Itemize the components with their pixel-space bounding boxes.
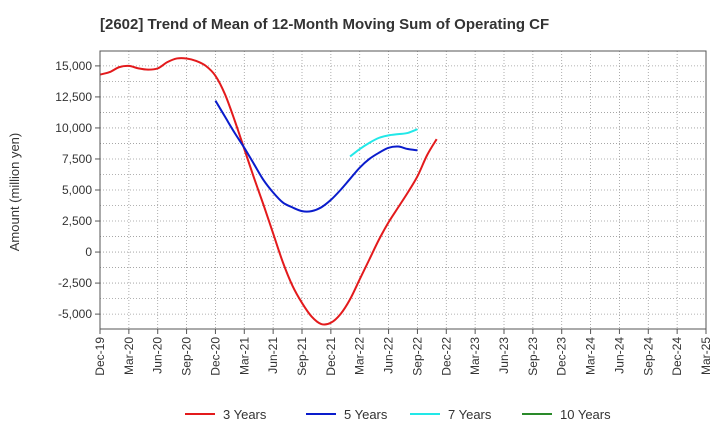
x-tick-label: Mar-21 (237, 337, 251, 375)
y-tick-label: 10,000 (55, 121, 92, 135)
x-tick-label: Jun-21 (266, 337, 280, 374)
x-tick-label: Mar-23 (468, 337, 482, 375)
x-tick-label: Jun-24 (612, 337, 626, 374)
legend-label-5-years: 5 Years (344, 407, 388, 422)
x-tick-label: Dec-23 (555, 337, 569, 376)
x-tick-label: Jun-22 (382, 337, 396, 374)
y-tick-label: 0 (85, 245, 92, 259)
y-tick-label: 12,500 (55, 90, 92, 104)
x-tick-label: Dec-22 (439, 337, 453, 376)
x-tick-label: Sep-23 (526, 337, 540, 376)
y-tick-label: 15,000 (55, 59, 92, 73)
legend-label-7-years: 7 Years (448, 407, 492, 422)
x-tick-label: Mar-25 (699, 337, 713, 375)
x-tick-label: Sep-24 (641, 337, 655, 376)
x-tick-label: Dec-20 (208, 337, 222, 376)
grid-lines (99, 51, 707, 329)
legend-label-3-years: 3 Years (223, 407, 267, 422)
x-tick-label: Sep-20 (180, 337, 194, 376)
x-tick-label: Jun-20 (151, 337, 165, 374)
x-tick-label: Dec-21 (324, 337, 338, 376)
chart-title: [2602] Trend of Mean of 12-Month Moving … (100, 16, 549, 33)
y-axis-ticks: -5,000 -2,500 0 2,500 5,000 7,500 10,000 12,500… (55, 59, 100, 321)
y-tick-label: 7,500 (62, 152, 92, 166)
x-tick-label: Dec-24 (670, 337, 684, 376)
x-tick-label: Dec-19 (93, 337, 107, 376)
x-tick-label: Mar-22 (353, 337, 367, 375)
y-tick-label: -5,000 (58, 307, 92, 321)
series-line-3-years (99, 57, 438, 326)
series-line-7-years (349, 128, 418, 158)
x-tick-label: Sep-21 (295, 337, 309, 376)
x-tick-label: Jun-23 (497, 337, 511, 374)
x-tick-label: Sep-22 (410, 337, 424, 376)
x-tick-label: Mar-20 (122, 337, 136, 375)
x-tick-label: Mar-24 (584, 337, 598, 375)
y-axis-label: Amount (million yen) (7, 133, 22, 252)
x-axis-ticks: Dec-19 Mar-20 Jun-20 Sep-20 Dec-20 Mar-21 Jun-… (93, 329, 713, 376)
series-line-5-years (214, 100, 418, 213)
legend: 3 Years 5 Years 7 Years 10 Years (185, 407, 611, 422)
series-lines (99, 57, 438, 326)
y-tick-label: 5,000 (62, 183, 92, 197)
y-tick-label: 2,500 (62, 214, 92, 228)
y-tick-label: -2,500 (58, 276, 92, 290)
legend-label-10-years: 10 Years (560, 407, 611, 422)
